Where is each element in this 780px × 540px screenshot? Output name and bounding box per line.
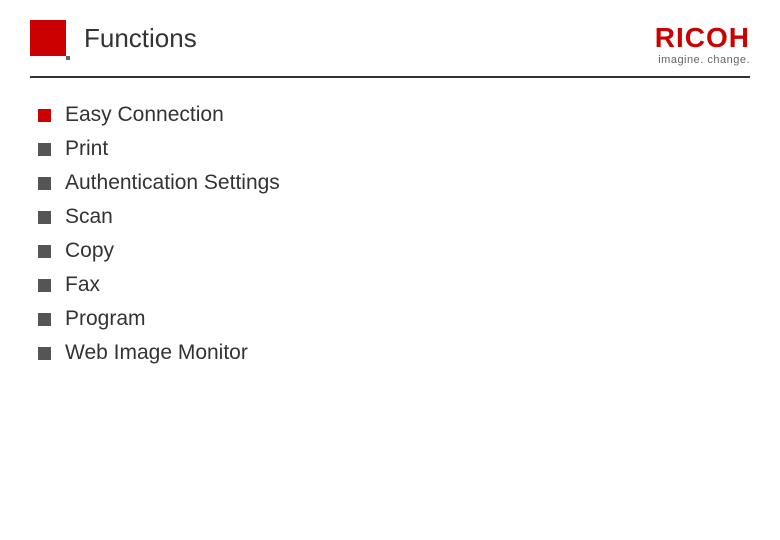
title-area: Functions	[30, 20, 197, 56]
bullet-icon	[38, 109, 51, 122]
bullet-icon	[38, 279, 51, 292]
item-label: Copy	[65, 239, 114, 263]
title-square-icon	[30, 20, 66, 56]
item-label: Scan	[65, 205, 113, 229]
list-item: Fax	[38, 273, 780, 297]
bullet-icon	[38, 313, 51, 326]
function-list: Easy Connection Print Authentication Set…	[0, 78, 780, 365]
logo-text: RICOH	[655, 24, 750, 52]
page-title: Functions	[84, 23, 197, 54]
list-item: Authentication Settings	[38, 171, 780, 195]
bullet-icon	[38, 211, 51, 224]
list-item: Web Image Monitor	[38, 341, 780, 365]
item-label: Program	[65, 307, 146, 331]
logo-area: RICOH imagine. change.	[655, 20, 750, 66]
item-label: Fax	[65, 273, 100, 297]
bullet-icon	[38, 245, 51, 258]
list-item: Print	[38, 137, 780, 161]
bullet-icon	[38, 143, 51, 156]
logo-tagline: imagine. change.	[655, 54, 750, 66]
item-label: Easy Connection	[65, 103, 224, 127]
list-item: Easy Connection	[38, 103, 780, 127]
list-item: Program	[38, 307, 780, 331]
bullet-icon	[38, 347, 51, 360]
list-item: Scan	[38, 205, 780, 229]
item-label: Authentication Settings	[65, 171, 280, 195]
header: Functions RICOH imagine. change.	[0, 0, 780, 66]
list-item: Copy	[38, 239, 780, 263]
item-label: Print	[65, 137, 108, 161]
bullet-icon	[38, 177, 51, 190]
item-label: Web Image Monitor	[65, 341, 248, 365]
